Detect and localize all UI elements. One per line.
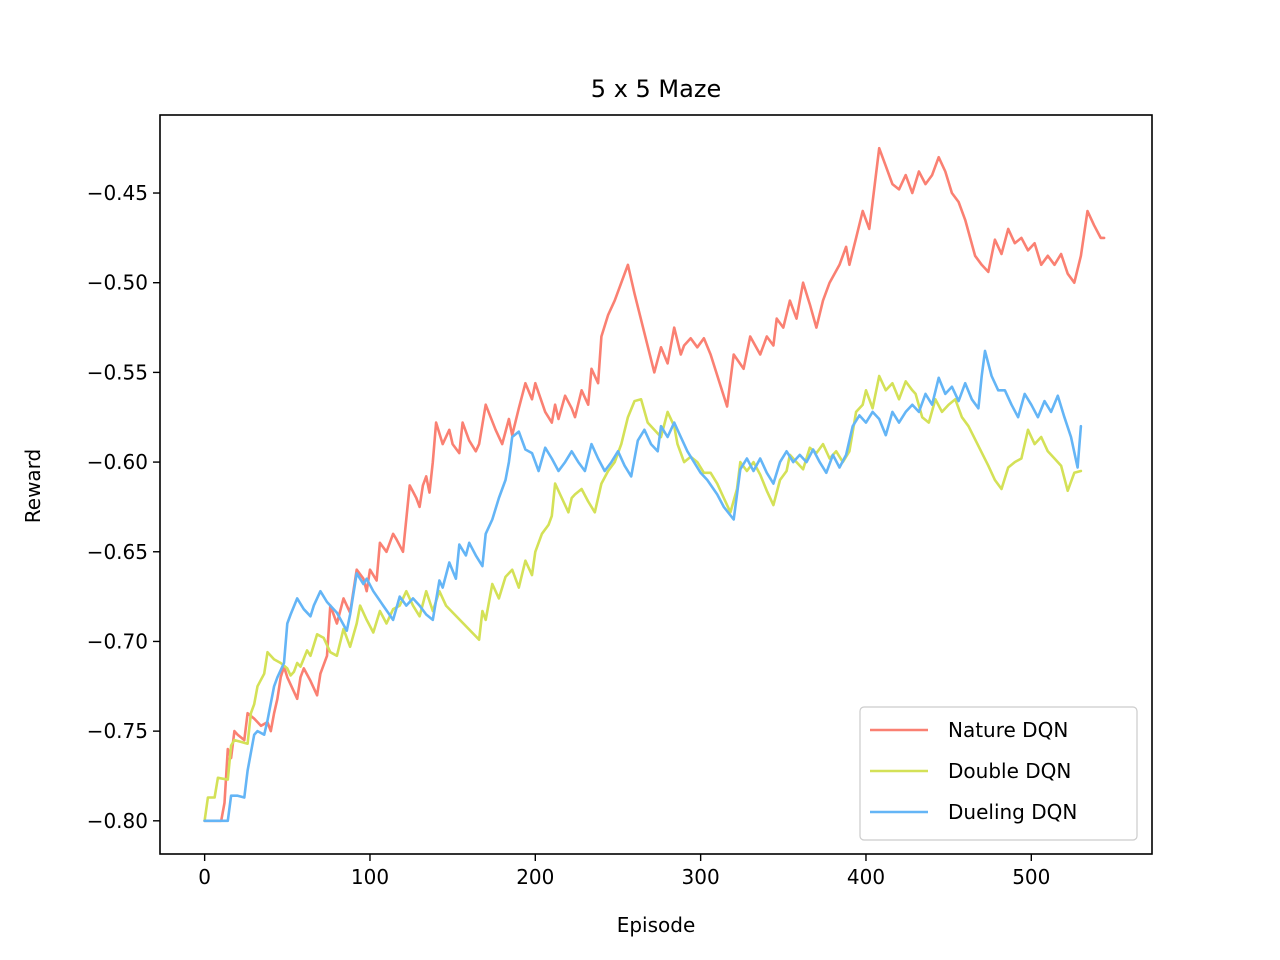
x-axis-ticks: 0 100 200 300 400 500 [198,854,1050,889]
x-tick-label: 200 [516,865,554,889]
y-tick-label: −0.75 [87,719,148,743]
y-axis-label: Reward [21,449,45,523]
y-tick-label: −0.50 [87,271,148,295]
x-tick-label: 100 [351,865,389,889]
legend-entry-0: Nature DQN [948,718,1068,742]
y-tick-label: −0.60 [87,450,148,474]
series-line-1 [203,374,1083,823]
series-line-2 [203,349,1083,823]
y-tick-label: −0.45 [87,181,148,205]
y-tick-label: −0.70 [87,629,148,653]
y-tick-label: −0.55 [87,360,148,384]
x-tick-label: 500 [1012,865,1050,889]
x-axis-label: Episode [617,913,696,937]
x-tick-label: 400 [847,865,885,889]
series-line-0 [203,146,1106,823]
legend-entry-1: Double DQN [948,759,1071,783]
y-tick-label: −0.80 [87,809,148,833]
x-tick-label: 300 [682,865,720,889]
legend-entry-2: Dueling DQN [948,800,1077,824]
legend: Nature DQN Double DQN Dueling DQN [859,706,1138,841]
y-tick-label: −0.65 [87,540,148,564]
series-lines [203,146,1106,823]
chart-title: 5 x 5 Maze [591,75,721,103]
y-axis-ticks: −0.80 −0.75 −0.70 −0.65 −0.60 −0.55 −0.50 −0.45 [87,181,160,833]
x-tick-label: 0 [198,865,211,889]
legend-box [859,706,1138,841]
plot-area-frame [159,114,1153,855]
